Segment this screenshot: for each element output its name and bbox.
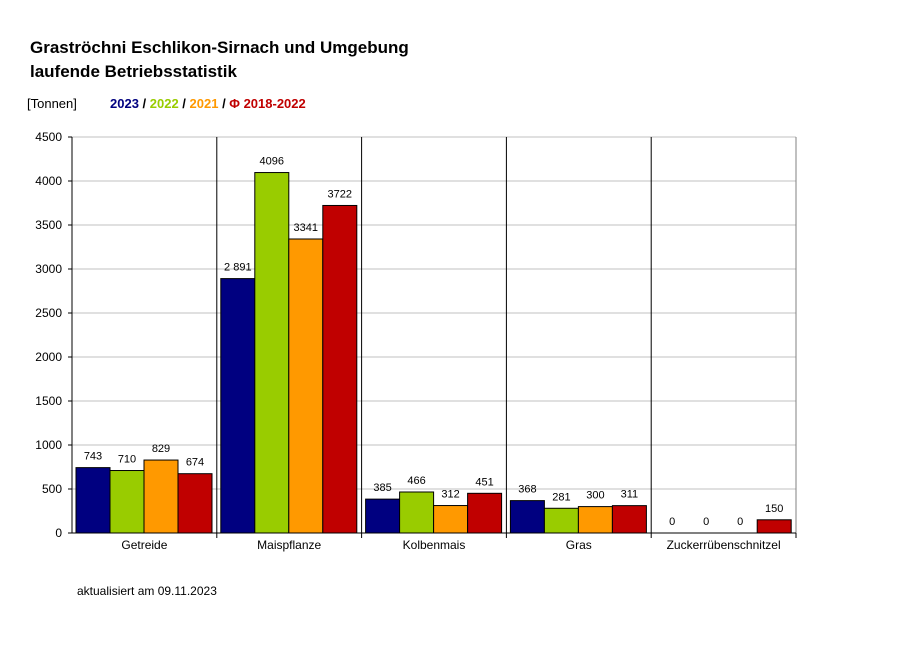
data-label: 0 — [737, 516, 743, 528]
data-label: 710 — [118, 454, 136, 466]
y-tick-label: 500 — [42, 482, 62, 496]
bar — [177, 473, 213, 534]
bar — [365, 498, 401, 534]
y-tick-label: 0 — [55, 526, 62, 540]
y-tick-label: 1000 — [35, 438, 62, 452]
data-label: 829 — [152, 443, 170, 455]
legend-item-2021: 2021 — [189, 96, 219, 111]
bar — [433, 505, 469, 534]
bar — [322, 204, 358, 534]
bar — [254, 172, 290, 534]
data-label: 466 — [407, 475, 425, 487]
bar — [543, 507, 579, 534]
y-tick-label: 3500 — [35, 218, 62, 232]
bar — [399, 491, 435, 534]
x-tick-label: Kolbenmais — [403, 538, 466, 552]
y-tick-label: 4500 — [35, 130, 62, 144]
data-label: 368 — [518, 484, 536, 496]
y-tick-label: 2500 — [35, 306, 62, 320]
bar — [577, 506, 613, 534]
y-tick-label: 4000 — [35, 174, 62, 188]
data-label: 674 — [186, 457, 204, 469]
data-label: 451 — [475, 476, 493, 488]
x-tick-label: Zuckerrübenschnitzel — [667, 538, 781, 552]
data-label: 3341 — [294, 222, 318, 234]
data-label: 743 — [84, 451, 102, 463]
x-tick-label: Gras — [566, 538, 592, 552]
data-label: 311 — [621, 489, 639, 501]
data-label: 3722 — [328, 188, 352, 200]
bar — [611, 505, 647, 534]
legend-separator: / — [178, 96, 190, 111]
data-label: 0 — [669, 516, 675, 528]
legend: 2023 / 2022 / 2021 / Φ 2018-2022 — [110, 96, 306, 111]
data-label: 150 — [765, 503, 783, 515]
legend-item-2022: 2022 — [149, 96, 179, 111]
bar — [75, 467, 111, 534]
legend-separator: / — [218, 96, 230, 111]
data-label: 300 — [586, 490, 604, 502]
bar — [288, 238, 324, 534]
unit-label: [Tonnen] — [27, 96, 77, 111]
data-label: 385 — [373, 482, 391, 494]
bar — [467, 492, 503, 534]
bar — [756, 519, 792, 534]
bar — [109, 470, 145, 534]
y-tick-label: 2000 — [35, 350, 62, 364]
data-label: 4096 — [260, 156, 284, 168]
x-tick-label: Getreide — [121, 538, 167, 552]
y-tick-label: 1500 — [35, 394, 62, 408]
title-line-2: laufende Betriebsstatistik — [30, 62, 237, 81]
legend-item-2023: 2023 — [110, 96, 139, 111]
bar — [143, 459, 179, 534]
legend-item-average: Φ 2018-2022 — [229, 96, 306, 111]
legend-separator: / — [138, 96, 150, 111]
data-label: 312 — [441, 489, 459, 501]
y-tick-label: 3000 — [35, 262, 62, 276]
x-tick-label: Maispflanze — [257, 538, 321, 552]
chart-title: Graströchni Eschlikon-Sirnach und Umgebu… — [30, 36, 409, 84]
data-label: 0 — [703, 516, 709, 528]
bar — [509, 500, 545, 534]
update-note: aktualisiert am 09.11.2023 — [77, 584, 217, 598]
bar — [220, 278, 256, 534]
data-label: 2 891 — [224, 262, 252, 274]
data-label: 281 — [552, 491, 570, 503]
title-line-1: Graströchni Eschlikon-Sirnach und Umgebu… — [30, 38, 409, 57]
